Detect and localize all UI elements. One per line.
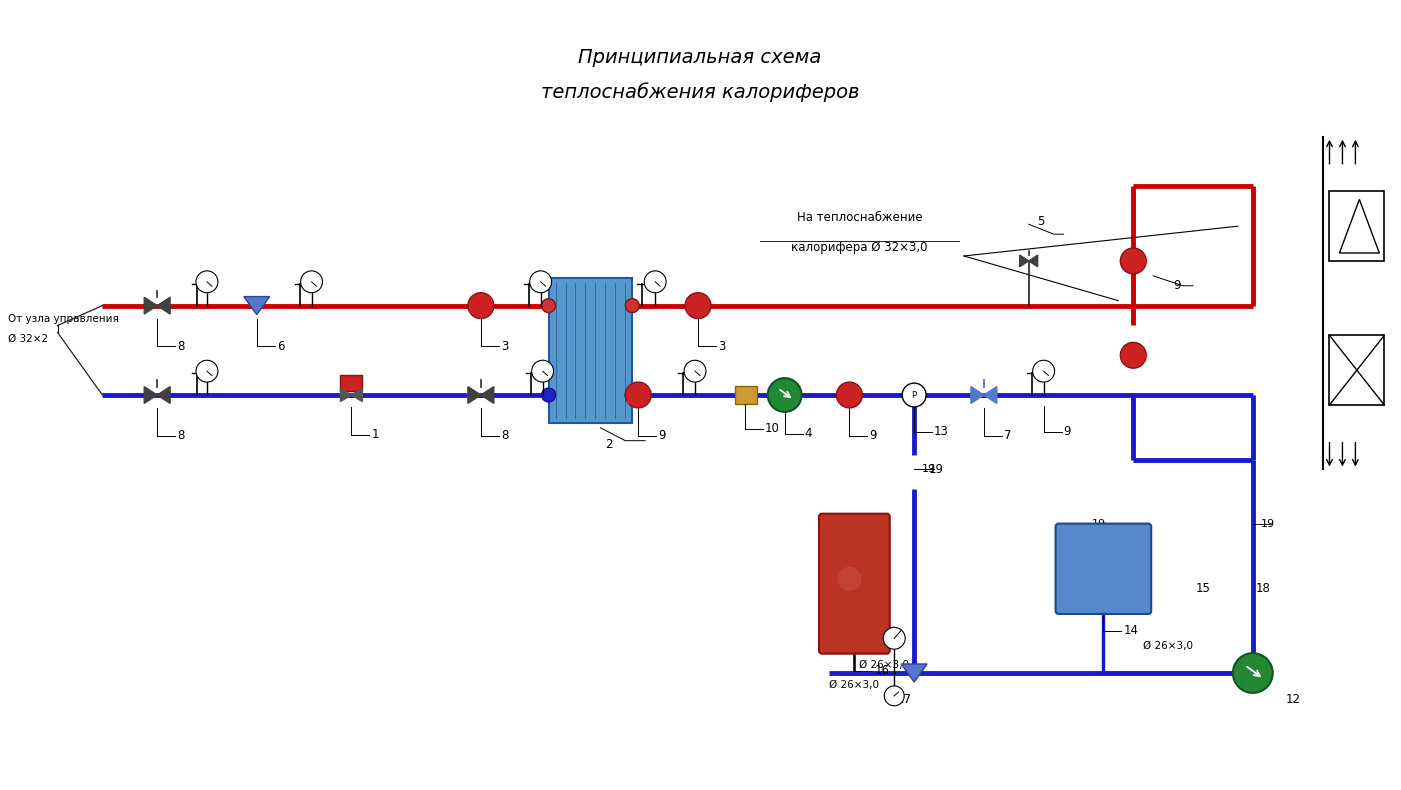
Text: 7: 7 xyxy=(1003,429,1012,442)
Text: теплоснабжения калориферов: теплоснабжения калориферов xyxy=(541,82,859,102)
Circle shape xyxy=(531,360,553,382)
Text: 15: 15 xyxy=(1195,582,1210,595)
Circle shape xyxy=(625,299,639,313)
Text: На теплоснабжение: На теплоснабжение xyxy=(797,211,922,224)
Text: 9: 9 xyxy=(1173,280,1181,292)
Circle shape xyxy=(644,271,665,293)
Text: 1: 1 xyxy=(371,428,378,442)
Text: 16: 16 xyxy=(874,664,890,677)
Text: 3: 3 xyxy=(717,340,726,353)
Circle shape xyxy=(530,271,552,293)
Bar xyxy=(1330,191,1384,261)
Text: 14: 14 xyxy=(1124,624,1139,638)
Text: 4: 4 xyxy=(804,427,813,440)
Text: 9: 9 xyxy=(658,429,665,442)
Polygon shape xyxy=(340,389,352,401)
Bar xyxy=(736,386,757,404)
Text: 18: 18 xyxy=(1255,582,1271,595)
Circle shape xyxy=(838,566,862,591)
Circle shape xyxy=(883,627,905,649)
Text: P: P xyxy=(912,390,916,400)
Polygon shape xyxy=(984,386,998,404)
Polygon shape xyxy=(352,389,363,401)
Polygon shape xyxy=(1028,255,1038,267)
Polygon shape xyxy=(144,297,157,314)
Polygon shape xyxy=(481,386,493,404)
Text: Принципиальная схема: Принципиальная схема xyxy=(579,48,822,67)
Circle shape xyxy=(836,382,863,408)
Polygon shape xyxy=(157,386,170,404)
Polygon shape xyxy=(144,386,157,404)
Circle shape xyxy=(542,388,556,402)
Text: 8: 8 xyxy=(500,429,509,442)
Polygon shape xyxy=(901,664,927,682)
Text: 19: 19 xyxy=(1091,519,1105,529)
Text: Ø 26×3,0: Ø 26×3,0 xyxy=(859,660,909,670)
Text: От узла управления: От узла управления xyxy=(8,314,119,324)
Polygon shape xyxy=(971,386,984,404)
Polygon shape xyxy=(468,386,481,404)
Circle shape xyxy=(542,299,556,313)
FancyBboxPatch shape xyxy=(820,514,890,653)
Bar xyxy=(1330,336,1384,405)
Text: 8: 8 xyxy=(177,340,185,353)
Circle shape xyxy=(685,293,710,318)
FancyBboxPatch shape xyxy=(1055,524,1152,614)
Circle shape xyxy=(768,378,801,412)
Circle shape xyxy=(468,293,493,318)
Text: 6: 6 xyxy=(276,340,284,353)
Text: калорифера Ø 32×3,0: калорифера Ø 32×3,0 xyxy=(792,241,927,254)
Text: 12: 12 xyxy=(1286,694,1300,706)
Circle shape xyxy=(884,686,904,705)
Circle shape xyxy=(1033,360,1055,382)
Polygon shape xyxy=(1339,199,1380,253)
Text: 10: 10 xyxy=(765,423,779,435)
Bar xyxy=(340,375,363,391)
Text: 17: 17 xyxy=(897,694,912,706)
Text: 13: 13 xyxy=(934,425,948,438)
Text: 5: 5 xyxy=(1037,215,1044,228)
Text: 2: 2 xyxy=(605,438,612,451)
Circle shape xyxy=(196,271,219,293)
Polygon shape xyxy=(1020,255,1028,267)
Text: 3: 3 xyxy=(500,340,509,353)
Circle shape xyxy=(301,271,322,293)
Text: Ø 26×3,0: Ø 26×3,0 xyxy=(829,680,880,690)
Circle shape xyxy=(196,360,219,382)
Polygon shape xyxy=(157,297,170,314)
Text: Ø 32×2: Ø 32×2 xyxy=(8,333,48,344)
Circle shape xyxy=(625,382,651,408)
Text: Ø 26×3,0: Ø 26×3,0 xyxy=(1143,641,1194,651)
Circle shape xyxy=(684,360,706,382)
Circle shape xyxy=(625,388,639,402)
Text: 19: 19 xyxy=(1261,519,1275,529)
Text: 19: 19 xyxy=(929,463,944,476)
Circle shape xyxy=(902,383,926,407)
Polygon shape xyxy=(244,296,270,314)
Circle shape xyxy=(1121,248,1146,274)
Text: 19: 19 xyxy=(922,465,936,475)
Text: 9: 9 xyxy=(870,429,877,442)
Text: 9: 9 xyxy=(1063,425,1070,438)
Text: 8: 8 xyxy=(177,429,185,442)
Bar xyxy=(549,278,632,423)
Circle shape xyxy=(1121,342,1146,368)
Circle shape xyxy=(1233,653,1272,693)
